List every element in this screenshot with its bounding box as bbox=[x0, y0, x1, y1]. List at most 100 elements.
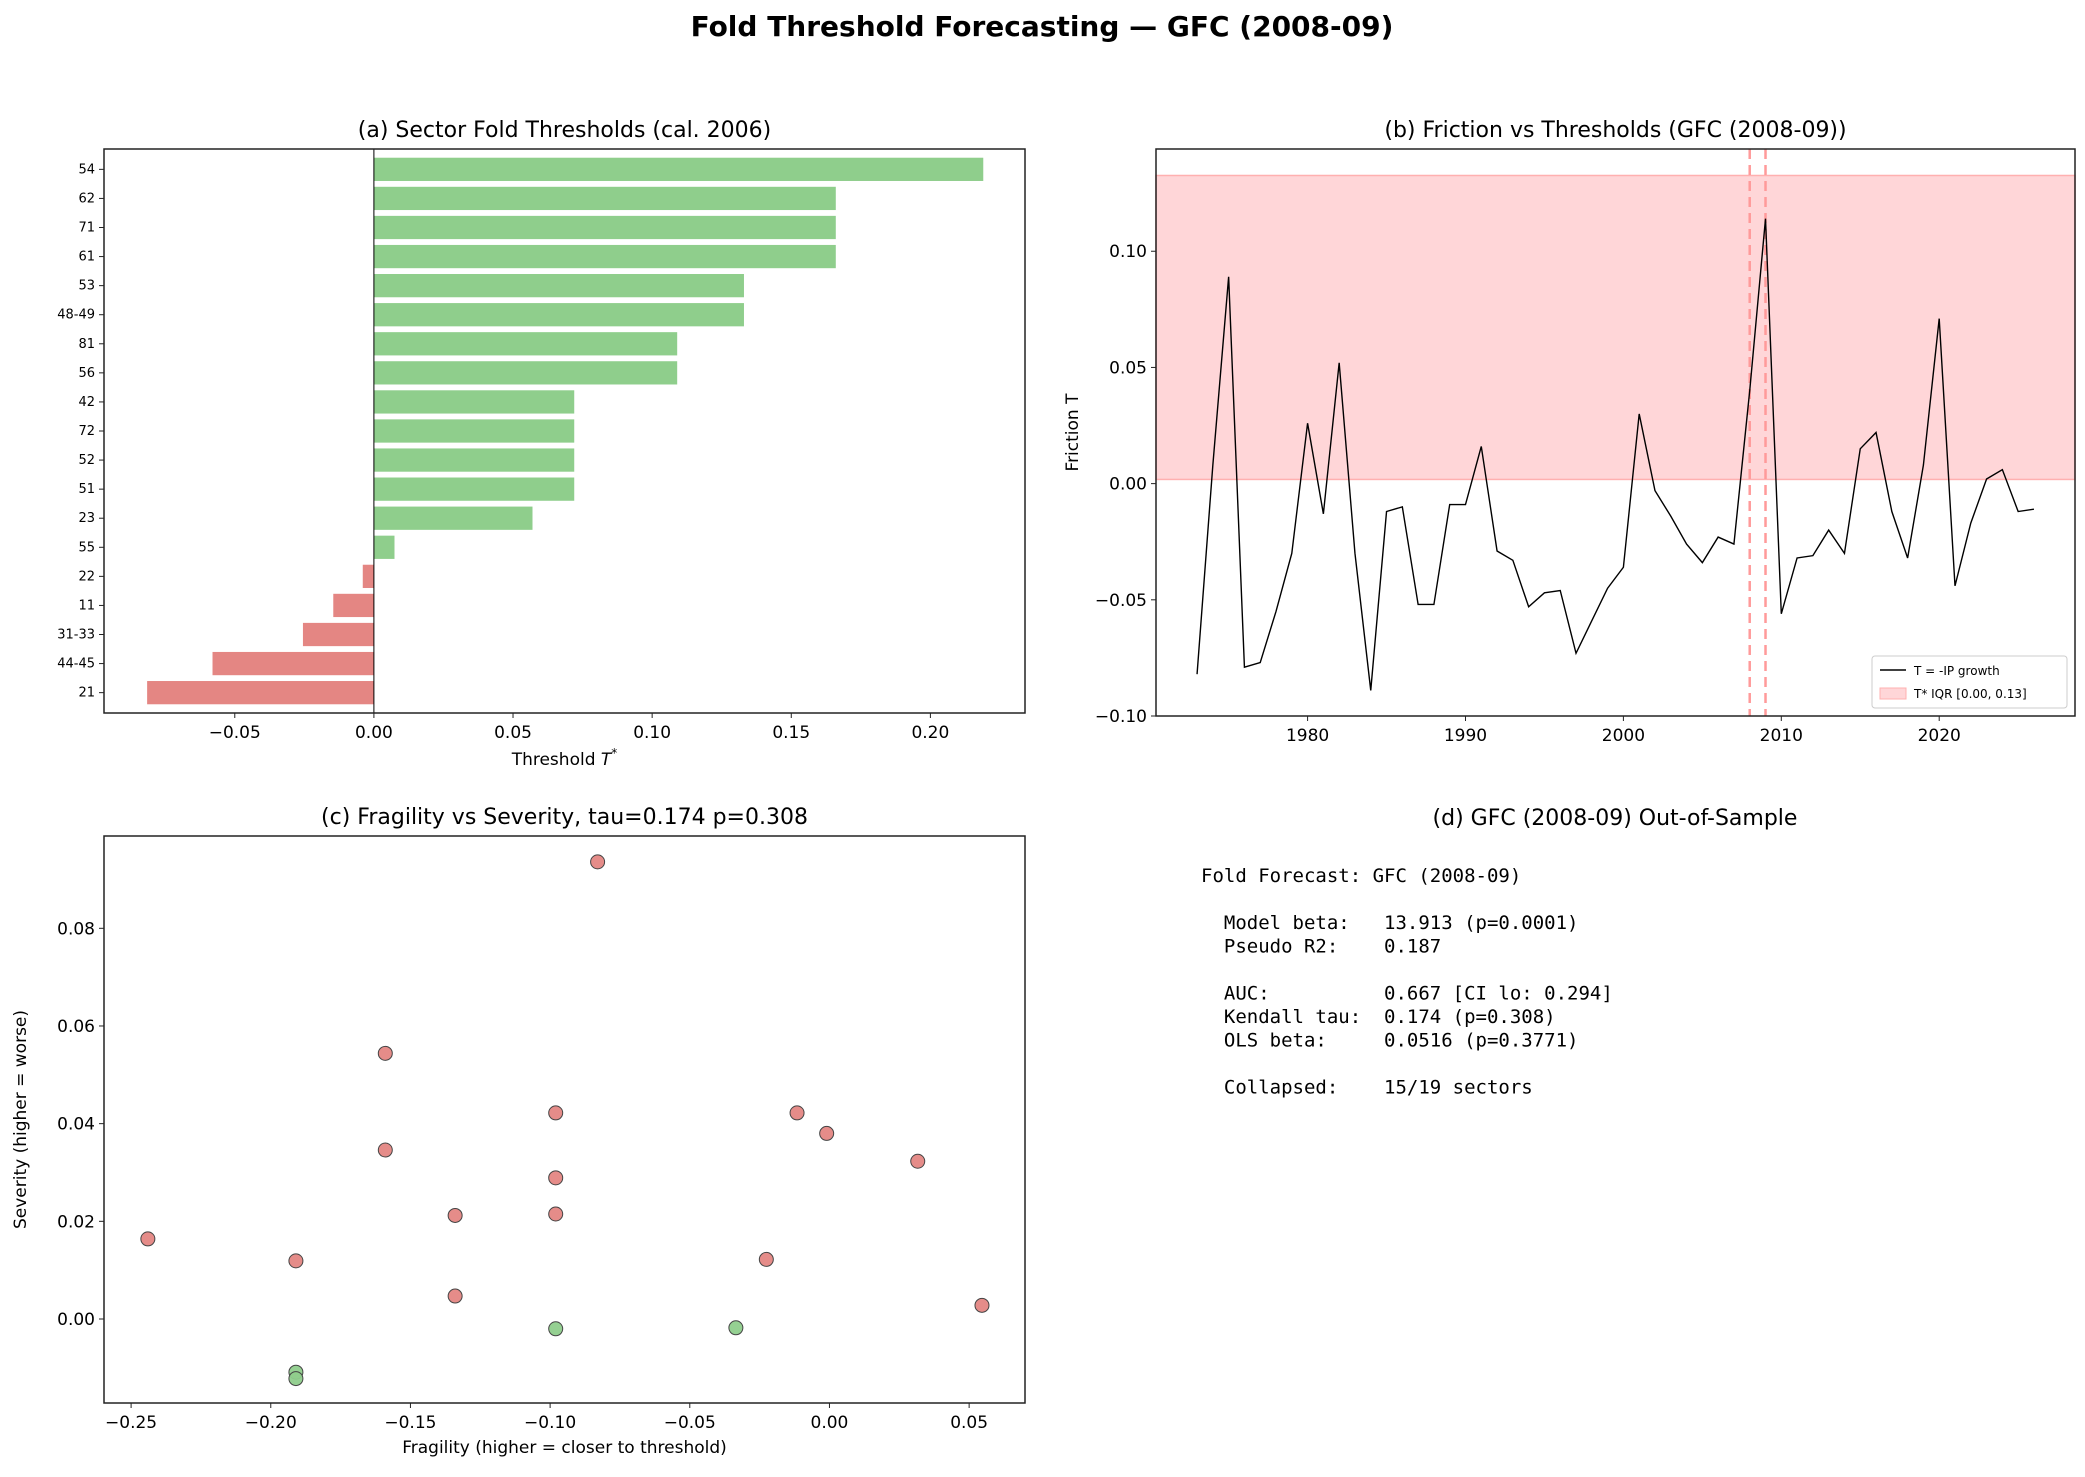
x-tick-label: 0.00 bbox=[355, 723, 393, 743]
x-tick-label: 0.05 bbox=[494, 723, 532, 743]
chart-title: (a) Sector Fold Thresholds (cal. 2006) bbox=[358, 118, 771, 143]
x-tick-label: −0.05 bbox=[664, 1413, 716, 1433]
y-tick-label: 71 bbox=[78, 220, 95, 235]
y-tick-label: −0.10 bbox=[1095, 707, 1147, 727]
x-tick-label: 0.00 bbox=[811, 1413, 849, 1433]
x-tick-label: 0.05 bbox=[950, 1413, 988, 1433]
scatter-point bbox=[548, 1105, 564, 1121]
y-tick-label: 48-49 bbox=[57, 308, 95, 323]
y-tick-label: 81 bbox=[78, 337, 95, 352]
x-tick-label: −0.25 bbox=[105, 1413, 157, 1433]
y-tick-label: 54 bbox=[78, 162, 95, 177]
x-tick-label: 0.10 bbox=[633, 723, 671, 743]
legend-label: T* IQR [0.00, 0.13] bbox=[1913, 687, 2027, 701]
x-tick-label: −0.10 bbox=[524, 1413, 576, 1433]
y-tick-label: 55 bbox=[78, 540, 95, 555]
scatter-point bbox=[548, 1206, 564, 1222]
x-axis-label: Threshold T* bbox=[511, 746, 618, 770]
y-tick-label: 31-33 bbox=[57, 628, 95, 643]
bar-11 bbox=[333, 593, 374, 618]
figure-title: Fold Threshold Forecasting — GFC (2008-0… bbox=[691, 10, 1394, 43]
bar-42 bbox=[373, 390, 575, 414]
y-tick-label: 56 bbox=[78, 366, 95, 381]
y-tick-label: 0.04 bbox=[57, 1115, 95, 1135]
x-tick-label: −0.05 bbox=[209, 723, 261, 743]
x-tick-label: 1990 bbox=[1444, 726, 1487, 746]
y-tick-label: 11 bbox=[78, 598, 95, 613]
scatter-point bbox=[377, 1142, 393, 1158]
axes-frame bbox=[103, 148, 1026, 714]
chart-title: (b) Friction vs Thresholds (GFC (2008-09… bbox=[1384, 118, 1846, 143]
scatter-point bbox=[728, 1320, 744, 1336]
scatter-point bbox=[910, 1153, 926, 1169]
y-axis-label: Friction T bbox=[1063, 393, 1083, 472]
panel-a-sector-thresholds: (a) Sector Fold Thresholds (cal. 2006) 54… bbox=[57, 118, 1026, 770]
y-tick-label: 44-45 bbox=[57, 657, 95, 672]
x-tick-label: 2010 bbox=[1760, 726, 1803, 746]
y-tick-label: 23 bbox=[78, 511, 95, 526]
y-tick-label: 51 bbox=[78, 482, 95, 497]
bar-61 bbox=[373, 244, 836, 269]
panel-d-title: (d) GFC (2008-09) Out-of-Sample bbox=[1433, 806, 1798, 831]
bar-52 bbox=[373, 448, 575, 472]
bar-31-33 bbox=[302, 622, 374, 647]
y-tick-label: 61 bbox=[78, 250, 95, 265]
summary-line: Model beta: 13.913 (p=0.0001) bbox=[1201, 912, 1579, 934]
axes-frame bbox=[1155, 148, 2076, 717]
panel-c-fragility-vs-severity: (c) Fragility vs Severity, tau=0.174 p=0… bbox=[11, 805, 1026, 1458]
scatter-point bbox=[590, 854, 606, 870]
summary-line: Collapsed: 15/19 sectors bbox=[1201, 1077, 1533, 1099]
bar-56 bbox=[373, 361, 678, 385]
bar-53 bbox=[373, 274, 744, 298]
y-tick-label: 62 bbox=[78, 191, 95, 206]
y-tick-label: 22 bbox=[78, 569, 95, 584]
scatter-point bbox=[377, 1045, 393, 1061]
scatter-point bbox=[548, 1321, 564, 1337]
scatter-point bbox=[288, 1371, 304, 1387]
x-tick-label: −0.20 bbox=[245, 1413, 297, 1433]
y-axis-label: Severity (higher = worse) bbox=[11, 1010, 31, 1229]
summary-line: Pseudo R2: 0.187 bbox=[1201, 936, 1441, 958]
summary-line: AUC: 0.667 [CI lo: 0.294] bbox=[1201, 983, 1613, 1005]
legend: T = -IP growth T* IQR [0.00, 0.13] bbox=[1871, 655, 2068, 709]
y-tick-label: −0.05 bbox=[1095, 591, 1147, 611]
x-tick-label: 0.20 bbox=[911, 723, 949, 743]
y-tick-label: 0.00 bbox=[57, 1310, 95, 1330]
bar-22 bbox=[362, 564, 374, 588]
bar-48-49 bbox=[373, 303, 744, 327]
scatter-point bbox=[140, 1231, 156, 1247]
summary-line: OLS beta: 0.0516 (p=0.3771) bbox=[1201, 1030, 1579, 1052]
panel-b-friction-vs-thresholds: (b) Friction vs Thresholds (GFC (2008-09… bbox=[1063, 118, 2076, 746]
x-tick-label: 1980 bbox=[1286, 726, 1329, 746]
friction-line bbox=[1196, 218, 2035, 691]
x-tick-label: 2000 bbox=[1602, 726, 1645, 746]
x-axis-label: Fragility (higher = closer to threshold) bbox=[402, 1438, 727, 1458]
scatter-point bbox=[819, 1125, 835, 1141]
legend-box bbox=[1871, 655, 2068, 709]
bar-72 bbox=[373, 419, 575, 443]
bar-21 bbox=[147, 681, 374, 705]
scatter-point bbox=[447, 1207, 463, 1223]
y-tick-label: 0.08 bbox=[57, 919, 95, 939]
x-tick-label: 2020 bbox=[1918, 726, 1961, 746]
scatter-point bbox=[447, 1288, 463, 1304]
threshold-iqr-band bbox=[1155, 174, 2076, 481]
y-tick-label: 53 bbox=[78, 279, 95, 294]
summary-line: Fold Forecast: GFC (2008-09) bbox=[1201, 865, 1521, 887]
chart-title: (c) Fragility vs Severity, tau=0.174 p=0… bbox=[321, 805, 808, 830]
x-tick-label: −0.15 bbox=[384, 1413, 436, 1433]
legend-label: T = -IP growth bbox=[1913, 664, 2000, 678]
bar-62 bbox=[373, 186, 836, 211]
y-tick-label: 0.00 bbox=[1109, 475, 1147, 495]
bar-44-45 bbox=[212, 651, 374, 676]
bar-23 bbox=[373, 506, 533, 530]
scatter-point bbox=[548, 1170, 564, 1186]
bar-51 bbox=[373, 477, 575, 501]
y-tick-label: 0.05 bbox=[1109, 358, 1147, 378]
bar-71 bbox=[373, 215, 836, 240]
bar-54 bbox=[373, 157, 984, 181]
y-tick-label: 52 bbox=[78, 453, 95, 468]
y-tick-label: 0.02 bbox=[57, 1212, 95, 1232]
scatter-point bbox=[288, 1253, 304, 1269]
